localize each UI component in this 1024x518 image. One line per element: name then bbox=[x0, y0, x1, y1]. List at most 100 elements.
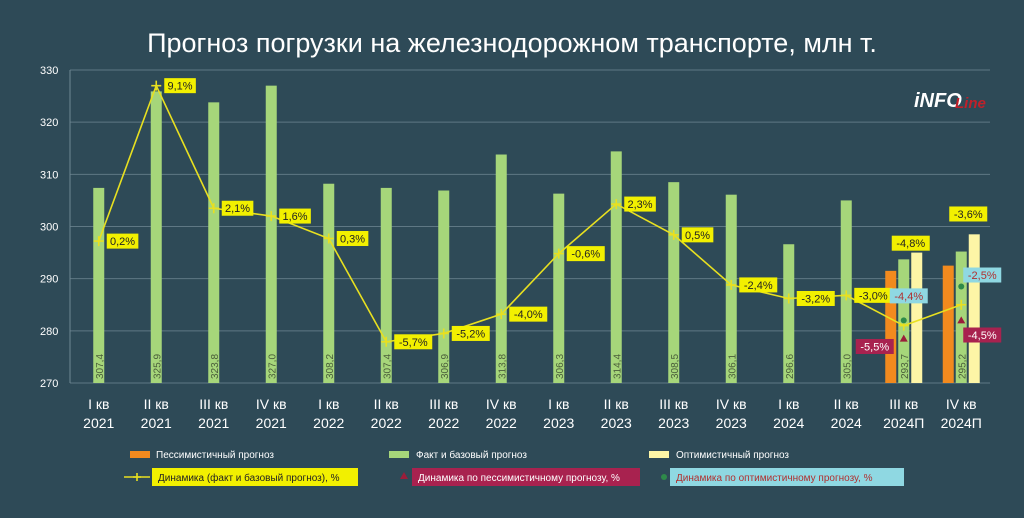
dynamics-value-label-box bbox=[394, 334, 433, 350]
x-tick-label-quarter: I кв bbox=[318, 396, 339, 412]
x-tick-label-quarter: III кв bbox=[429, 396, 458, 412]
x-tick-label-year: 2024П bbox=[883, 415, 924, 431]
pessimistic-dynamics-label: -4,5% bbox=[968, 330, 997, 342]
x-tick-label-quarter: II кв bbox=[604, 396, 629, 412]
dynamics-point bbox=[496, 309, 507, 320]
dynamics-point bbox=[841, 290, 852, 301]
dynamics-value-label: -3,0% bbox=[859, 290, 888, 302]
pessimistic-dynamics-label: -5,5% bbox=[860, 341, 889, 353]
pessimistic-dynamics-point bbox=[899, 334, 908, 342]
dynamics-value-label-box bbox=[451, 325, 490, 341]
y-tick-label: 330 bbox=[40, 65, 58, 77]
legend-label-dynamics: Динамика (факт и базовый прогноз), % bbox=[158, 472, 340, 484]
x-tick-label-year: 2021 bbox=[256, 415, 287, 431]
fact-value-label: 307,4 bbox=[95, 354, 106, 379]
dynamics-point bbox=[611, 199, 622, 210]
dynamics-point bbox=[151, 80, 162, 91]
legend-box-dynamics bbox=[152, 468, 358, 486]
pessimistic-dynamics-label-box bbox=[855, 338, 894, 354]
dynamics-value-label-box bbox=[796, 290, 835, 306]
x-tick-label-quarter: II кв bbox=[374, 396, 399, 412]
legend-label-pessimistic: Пессимистичный прогноз bbox=[156, 450, 274, 461]
dynamics-point bbox=[381, 336, 392, 347]
dynamics-value-label: -4,0% bbox=[514, 309, 543, 321]
x-tick-label-quarter: II кв bbox=[834, 396, 859, 412]
dynamics-value-label: -5,7% bbox=[399, 337, 428, 349]
x-tick-label-quarter: IV кв bbox=[256, 396, 287, 412]
x-axis-layer: I кв 2021 II кв 2021 III кв 2021 IV кв 2021 I кв… bbox=[83, 396, 982, 431]
fact-bar bbox=[783, 244, 795, 383]
fact-bar bbox=[208, 102, 220, 384]
x-tick-label-year: 2021 bbox=[83, 415, 114, 431]
labels-layer: 307,4 325,9 323,8 327,0 308,2 307,4 306,9 313,8… bbox=[95, 78, 1002, 379]
logo-sub-text: Line bbox=[955, 95, 986, 112]
x-tick-label-year: 2023 bbox=[601, 415, 632, 431]
pessimistic-bar bbox=[942, 265, 954, 383]
dynamics-value-label-box bbox=[566, 246, 605, 262]
x-tick-label-year: 2024П bbox=[941, 415, 982, 431]
dynamics-value-label-box bbox=[106, 233, 139, 249]
dynamics-value-label: 9,1% bbox=[168, 81, 193, 93]
legend-label-pess-dynamics: Динамика по пессимистичному прогнозу, % bbox=[418, 473, 620, 484]
fact-value-label: 306,1 bbox=[727, 354, 738, 379]
dynamics-point bbox=[266, 211, 277, 222]
dynamics-value-label: -3,6% bbox=[954, 209, 983, 221]
dynamics-value-label: -5,2% bbox=[456, 328, 485, 340]
dynamics-value-label-box bbox=[681, 227, 714, 243]
fact-bar bbox=[610, 151, 622, 383]
fact-value-label: 295,2 bbox=[957, 354, 968, 379]
dynamics-value-label-box bbox=[221, 200, 254, 216]
x-tick-label-quarter: III кв bbox=[889, 396, 918, 412]
y-tick-label: 290 bbox=[40, 274, 58, 286]
fact-value-label: 296,6 bbox=[785, 354, 796, 379]
pessimistic-bar bbox=[885, 270, 897, 383]
dynamics-value-label: 0,2% bbox=[110, 236, 135, 248]
x-tick-label-quarter: IV кв bbox=[486, 396, 517, 412]
fact-bar bbox=[495, 154, 507, 383]
fact-value-label: 313,8 bbox=[497, 354, 508, 379]
legend-swatch-pessimistic bbox=[130, 451, 150, 458]
x-tick-label-year: 2021 bbox=[198, 415, 229, 431]
optimistic-dynamics-point bbox=[958, 283, 965, 290]
x-tick-label-quarter: IV кв bbox=[716, 396, 747, 412]
x-tick-label-quarter: I кв bbox=[548, 396, 569, 412]
fact-value-label: 293,7 bbox=[900, 354, 911, 379]
fact-value-label: 307,4 bbox=[382, 354, 393, 379]
dynamics-value-label: 1,6% bbox=[283, 211, 308, 223]
pessimistic-dynamics-label-box bbox=[963, 327, 1002, 343]
legend-swatch-fact bbox=[389, 451, 409, 458]
y-tick-label: 270 bbox=[40, 378, 58, 390]
fact-bar bbox=[323, 183, 335, 383]
legend-box-pess-dynamics bbox=[412, 468, 640, 486]
optimistic-dynamics-point bbox=[900, 317, 907, 324]
legend-swatch-dynamics-marker bbox=[133, 473, 141, 481]
dynamics-point bbox=[438, 328, 449, 339]
dynamics-value-label: -2,4% bbox=[744, 280, 773, 292]
fact-bar bbox=[438, 190, 450, 383]
x-tick-label-year: 2023 bbox=[543, 415, 574, 431]
x-tick-label-year: 2022 bbox=[486, 415, 517, 431]
x-tick-label-year: 2024 bbox=[831, 415, 862, 431]
y-tick-label: 300 bbox=[40, 222, 58, 234]
fact-bar bbox=[265, 85, 277, 384]
dynamics-value-label-box bbox=[509, 306, 548, 322]
optimistic-bar bbox=[911, 252, 923, 383]
dynamics-value-label-box bbox=[279, 208, 311, 224]
fact-bar bbox=[668, 182, 680, 383]
fact-value-label: 327,0 bbox=[267, 354, 278, 379]
dynamics-value-label: 2,1% bbox=[225, 203, 250, 215]
dynamics-value-label-box bbox=[336, 230, 369, 246]
info-line-logo: iNFO Line bbox=[914, 90, 986, 112]
x-tick-label-year: 2022 bbox=[428, 415, 459, 431]
fact-value-label: 325,9 bbox=[152, 354, 163, 379]
y-tick-label: 320 bbox=[40, 117, 58, 129]
fact-bar bbox=[150, 91, 162, 383]
dynamics-point bbox=[726, 279, 737, 290]
legend-label-opt-dynamics: Динамика по оптимистичному прогнозу, % bbox=[676, 473, 873, 484]
dynamics-value-label: -4,8% bbox=[896, 238, 925, 250]
optimistic-dynamics-label-box bbox=[963, 267, 1002, 283]
fact-value-label: 314,4 bbox=[612, 354, 623, 379]
dynamics-value-label: -0,6% bbox=[571, 249, 600, 261]
x-tick-label-year: 2022 bbox=[371, 415, 402, 431]
legend-label-fact: Факт и базовый прогноз bbox=[416, 449, 527, 461]
